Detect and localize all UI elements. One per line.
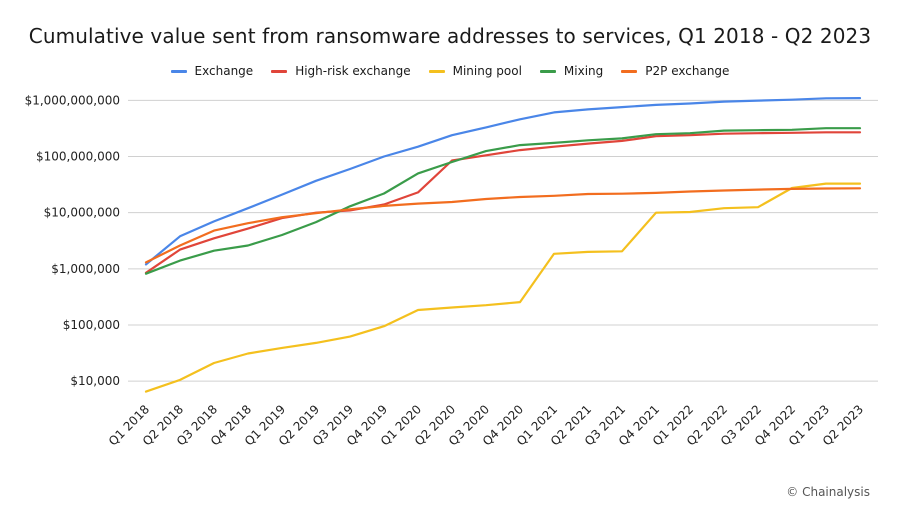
legend-swatch [271, 69, 288, 73]
legend-swatch [621, 69, 638, 73]
y-tick-label: $1,000,000 [51, 262, 120, 276]
legend-label: P2P exchange [645, 64, 730, 78]
series-line-p2p-exchange [144, 187, 862, 264]
legend-swatch [170, 69, 187, 73]
legend-label: Exchange [194, 64, 254, 78]
chart-legend: Exchange High-risk exchange Mining pool Mix… [0, 64, 900, 78]
y-tick-label: $100,000 [63, 318, 120, 332]
legend-swatch [428, 69, 445, 73]
chart-title: Cumulative value sent from ransomware ad… [28, 24, 872, 48]
legend-item: Mining pool [428, 64, 522, 78]
series-line-exchange [144, 96, 862, 266]
legend-swatch [539, 69, 556, 73]
series-line-high-risk-exchange [144, 131, 862, 274]
y-tick-label: $100,000,000 [36, 150, 120, 164]
legend-item: Mixing [539, 64, 604, 78]
legend-item: High-risk exchange [271, 64, 411, 78]
legend-item: P2P exchange [621, 64, 729, 78]
legend-label: Mixing [563, 64, 604, 78]
y-tick-label: $10,000,000 [44, 206, 120, 220]
y-tick-label: $1,000,000,000 [25, 93, 120, 107]
y-tick-label: $10,000 [70, 374, 120, 388]
series-line-mining-pool [144, 182, 862, 393]
legend-item: Exchange [170, 64, 254, 78]
source-credit: © Chainalysis [786, 485, 870, 499]
legend-label: High-risk exchange [295, 64, 411, 78]
series-line-mixing [144, 127, 862, 275]
legend-label: Mining pool [452, 64, 522, 78]
